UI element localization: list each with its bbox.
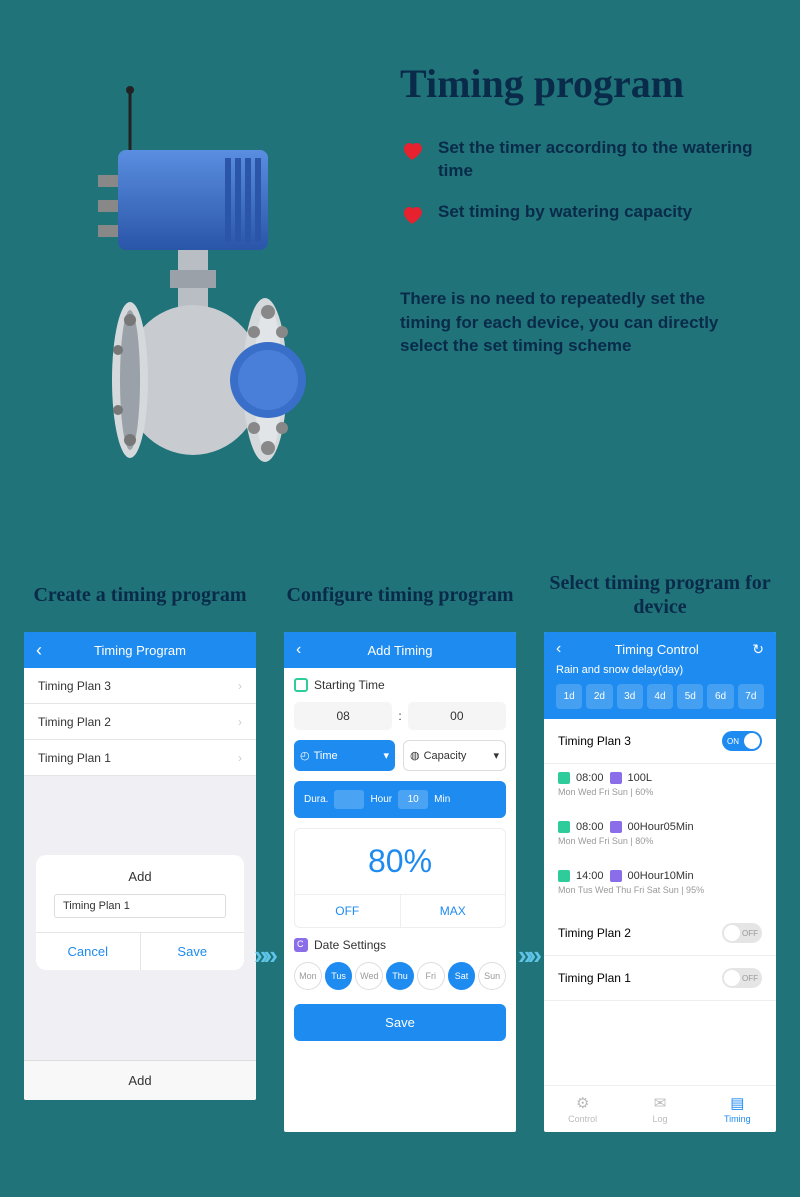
phone-screen-3: ‹ Timing Control ↻ Rain and snow delay(d…: [544, 632, 776, 1132]
clock-icon: [294, 678, 308, 692]
list-item[interactable]: Timing Plan 2›: [24, 704, 256, 740]
delay-subtitle: Rain and snow delay(day): [556, 664, 764, 676]
plan-row[interactable]: Timing Plan 3: [544, 719, 776, 764]
delay-button[interactable]: 2d: [586, 684, 612, 709]
phone-label-2: Configure timing program: [286, 570, 513, 620]
plan-name-input[interactable]: Timing Plan 1: [54, 894, 226, 918]
percent-value: 80%: [295, 829, 505, 894]
screen-header: ‹ Add Timing: [284, 632, 516, 668]
screen-header: ‹ Timing Program: [24, 632, 256, 668]
plan-row[interactable]: Timing Plan 1: [544, 956, 776, 1001]
capacity-mode-button[interactable]: ◍Capacity ▾: [403, 740, 506, 771]
capacity-icon: [610, 870, 622, 882]
schedule-item: 14:0000Hour10MinMon Tus Wed Thu Fri Sat …: [544, 862, 776, 911]
delay-button[interactable]: 3d: [617, 684, 643, 709]
time-icon: [558, 772, 570, 784]
duration-min-input[interactable]: 10: [398, 790, 428, 809]
screen-title: Add Timing: [367, 643, 432, 658]
back-icon[interactable]: ‹: [36, 640, 42, 661]
add-dialog: Add Timing Plan 1 Cancel Save: [36, 855, 244, 970]
duration-panel: Dura. Hour 10 Min: [294, 781, 506, 818]
delay-selector: 1d2d3d4d5d6d7d: [556, 684, 764, 709]
refresh-icon[interactable]: ↻: [752, 641, 764, 658]
bullet-text-2: Set timing by watering capacity: [438, 201, 692, 224]
chevron-down-icon: ▾: [493, 749, 499, 762]
phone-label-3: Select timing program for device: [540, 570, 780, 620]
max-button[interactable]: MAX: [401, 895, 506, 927]
cancel-button[interactable]: Cancel: [36, 933, 141, 970]
nav-log[interactable]: ✉Log: [621, 1094, 698, 1124]
heart-icon: [400, 139, 424, 163]
toggle-on[interactable]: [722, 731, 762, 751]
schedule-item: 08:00100LMon Wed Fri Sun | 60%: [544, 764, 776, 813]
delay-button[interactable]: 4d: [647, 684, 673, 709]
screen-header: ‹ Timing Control ↻ Rain and snow delay(d…: [544, 632, 776, 719]
phone-screen-1: ‹ Timing Program Timing Plan 3› Timing P…: [24, 632, 256, 1100]
phone-label-1: Create a timing program: [33, 570, 246, 620]
device-product-image: [40, 60, 380, 540]
toggle-off[interactable]: [722, 923, 762, 943]
off-button[interactable]: OFF: [295, 895, 401, 927]
day-button[interactable]: Tus: [325, 962, 353, 990]
time-icon: [558, 870, 570, 882]
hour-input[interactable]: 08: [294, 702, 392, 730]
back-icon[interactable]: ‹: [556, 640, 561, 658]
phone-screen-2: ‹ Add Timing Starting Time 08 : 00 ◴Time…: [284, 632, 516, 1132]
day-button[interactable]: Thu: [386, 962, 414, 990]
gear-icon: ⚙: [544, 1094, 621, 1112]
minute-input[interactable]: 00: [408, 702, 506, 730]
bullet-2: Set timing by watering capacity: [400, 201, 760, 227]
capacity-icon: [610, 821, 622, 833]
capacity-icon: [610, 772, 622, 784]
day-button[interactable]: Mon: [294, 962, 322, 990]
screen-title: Timing Control: [615, 642, 699, 657]
chevron-icon: ›: [238, 715, 242, 729]
list-icon: ▤: [699, 1094, 776, 1112]
bullet-text-1: Set the timer according to the watering …: [438, 137, 760, 183]
chevron-icon: ›: [238, 751, 242, 765]
time-icon: [558, 821, 570, 833]
screen-title: Timing Program: [94, 643, 186, 658]
delay-button[interactable]: 1d: [556, 684, 582, 709]
arrow-icon: »»: [254, 940, 273, 971]
toggle-off[interactable]: [722, 968, 762, 988]
list-item[interactable]: Timing Plan 1›: [24, 740, 256, 776]
duration-hour-input[interactable]: [334, 790, 364, 809]
delay-button[interactable]: 5d: [677, 684, 703, 709]
heart-icon: [400, 203, 424, 227]
page-title: Timing program: [400, 60, 760, 107]
calendar-icon: [294, 938, 308, 952]
dialog-title: Add: [36, 855, 244, 894]
day-button[interactable]: Sat: [448, 962, 476, 990]
nav-control[interactable]: ⚙Control: [544, 1094, 621, 1124]
percent-panel: 80% OFF MAX: [294, 828, 506, 928]
mail-icon: ✉: [621, 1094, 698, 1112]
plan-row[interactable]: Timing Plan 2: [544, 911, 776, 956]
save-button[interactable]: Save: [141, 933, 245, 970]
delay-button[interactable]: 6d: [707, 684, 733, 709]
back-icon[interactable]: ‹: [296, 641, 301, 659]
chevron-down-icon: ▾: [383, 749, 389, 762]
day-button[interactable]: Sun: [478, 962, 506, 990]
day-button[interactable]: Fri: [417, 962, 445, 990]
bullet-1: Set the timer according to the watering …: [400, 137, 760, 183]
bottom-nav: ⚙Control ✉Log ▤Timing: [544, 1085, 776, 1132]
description-text: There is no need to repeatedly set the t…: [400, 287, 760, 358]
starting-time-label: Starting Time: [294, 678, 506, 692]
chevron-icon: ›: [238, 679, 242, 693]
save-button[interactable]: Save: [294, 1004, 506, 1041]
arrow-icon: »»: [518, 940, 537, 971]
nav-timing[interactable]: ▤Timing: [699, 1094, 776, 1124]
delay-button[interactable]: 7d: [738, 684, 764, 709]
schedule-item: 08:0000Hour05MinMon Wed Fri Sun | 80%: [544, 813, 776, 862]
list-item[interactable]: Timing Plan 3›: [24, 668, 256, 704]
days-selector: MonTusWedThuFriSatSun: [294, 962, 506, 990]
add-button[interactable]: Add: [24, 1060, 256, 1100]
time-mode-button[interactable]: ◴Time ▾: [294, 740, 395, 771]
date-settings-label: Date Settings: [294, 938, 506, 952]
day-button[interactable]: Wed: [355, 962, 383, 990]
